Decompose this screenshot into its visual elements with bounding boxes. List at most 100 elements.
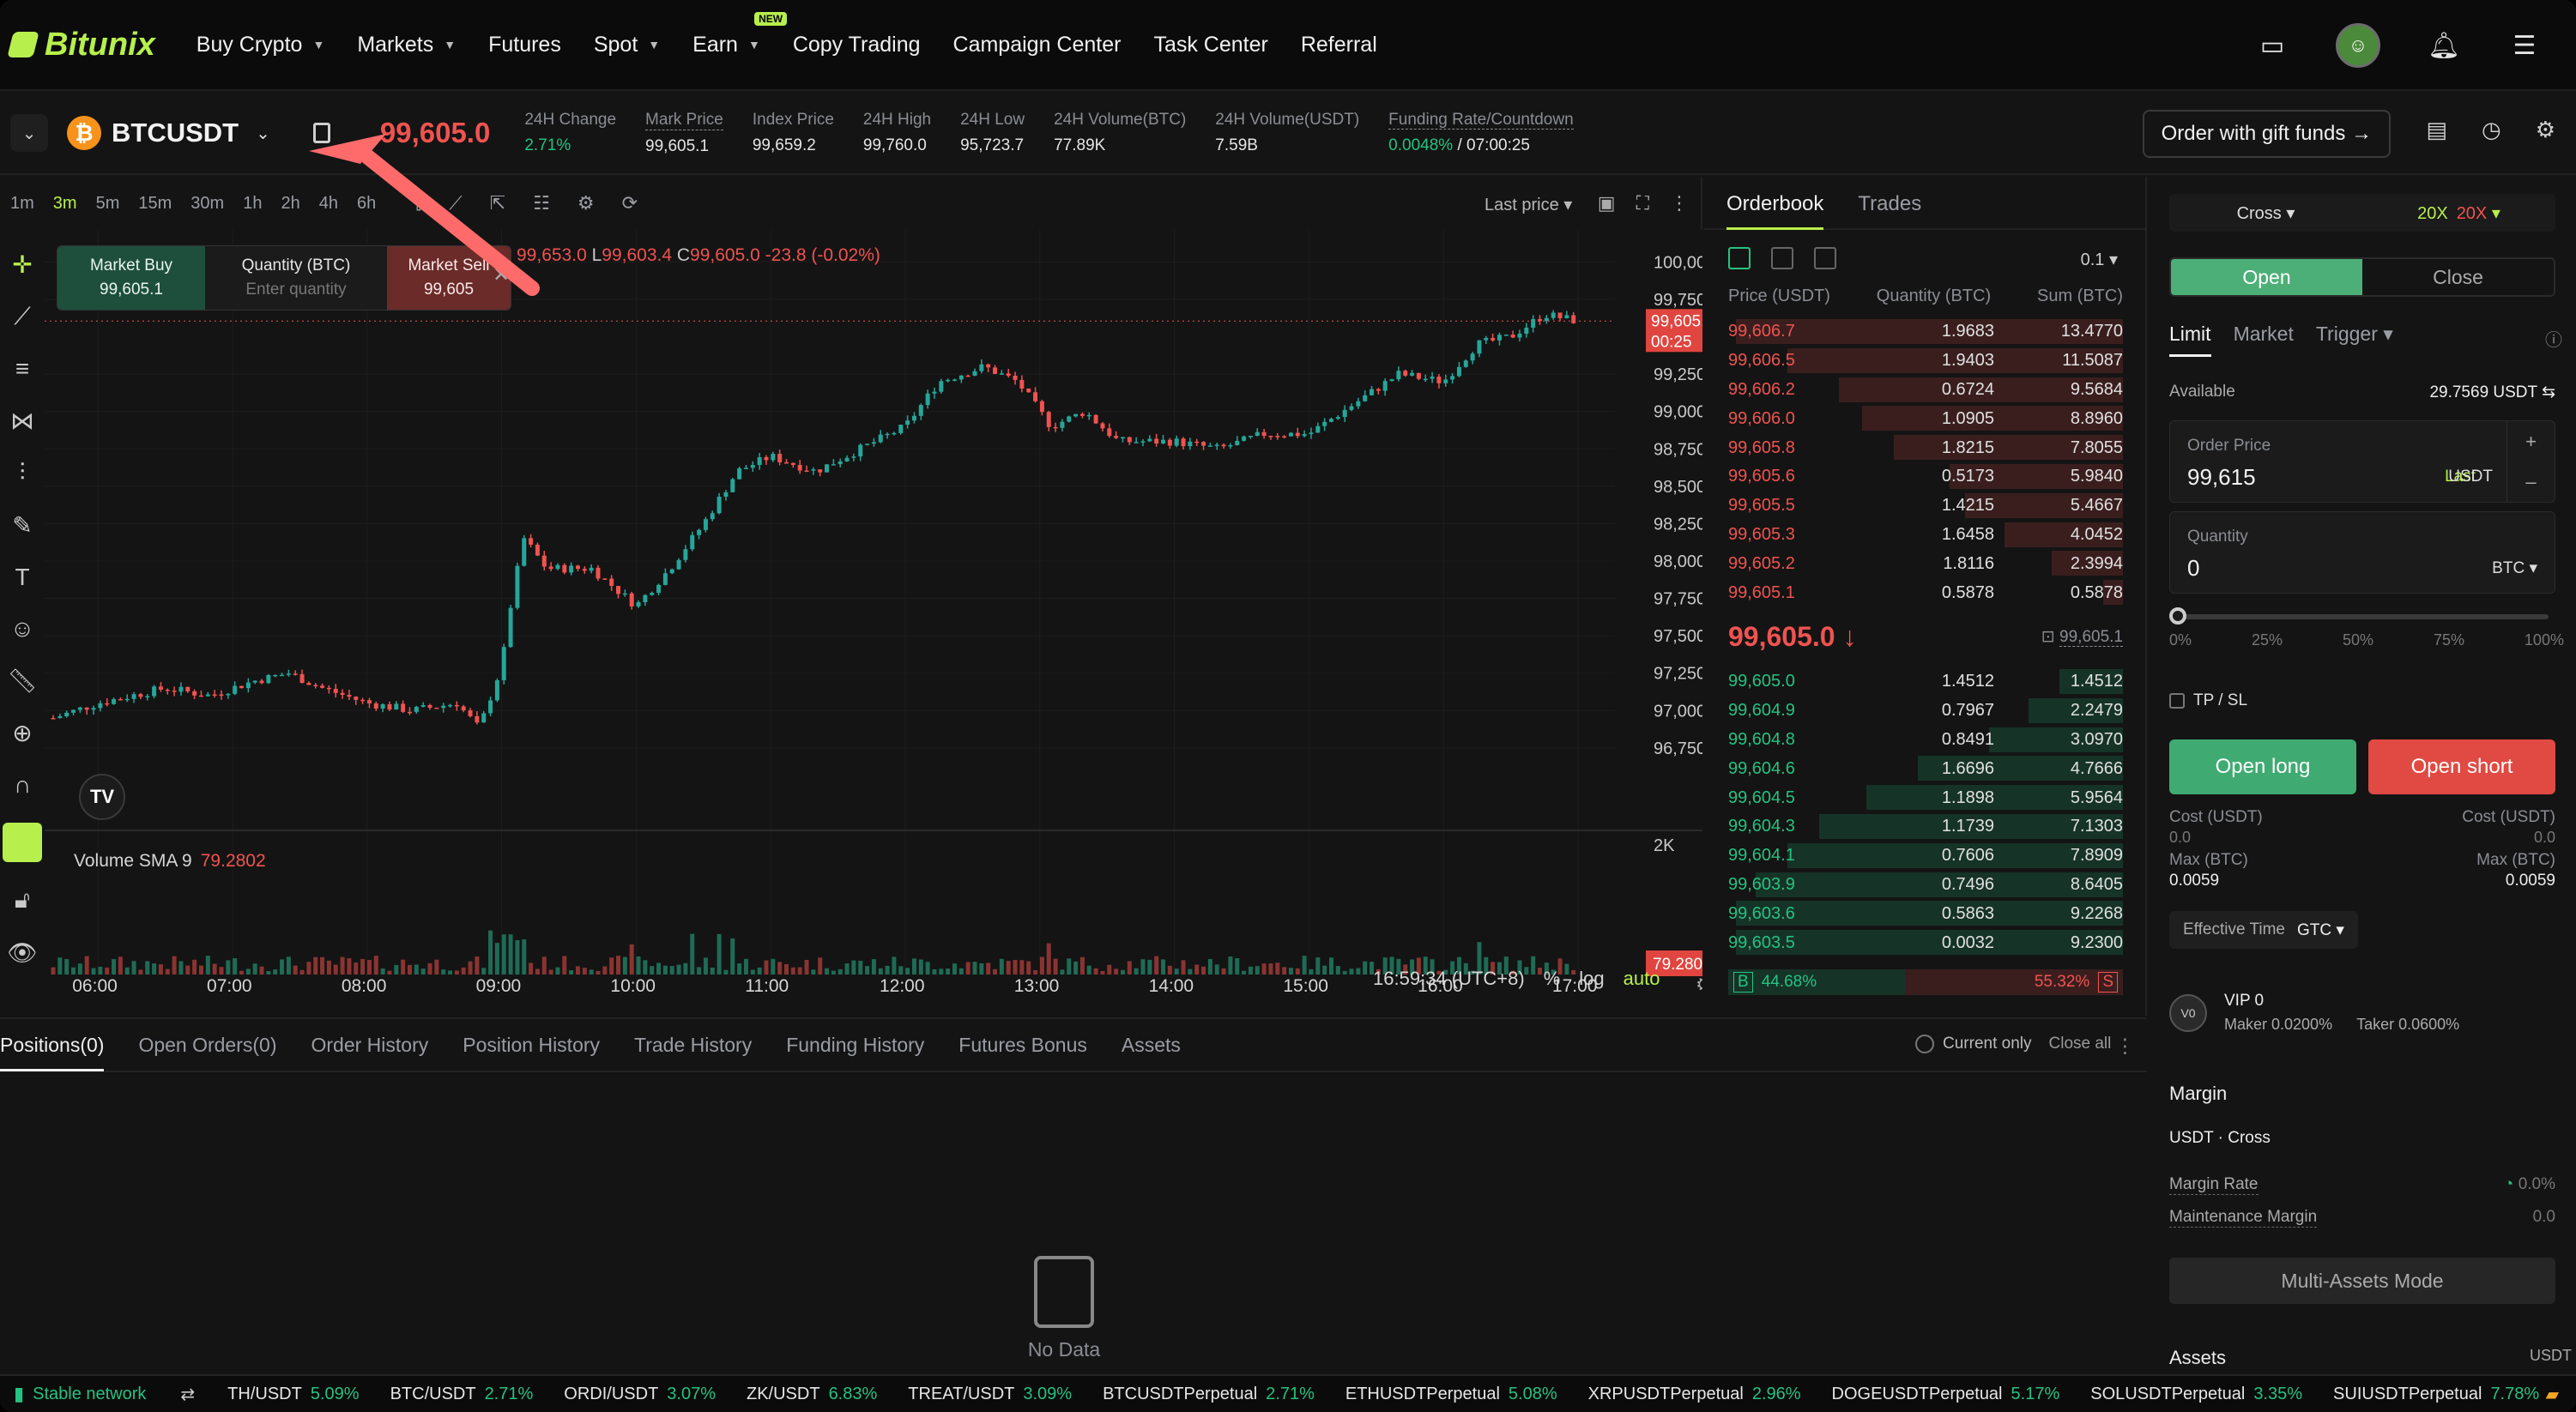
- slider-mark[interactable]: 75%: [2433, 631, 2464, 649]
- hlines-icon[interactable]: ≡: [15, 355, 30, 382]
- percent-scale-toggle[interactable]: %: [1543, 968, 1561, 989]
- price-source-select[interactable]: Last price ▾: [1485, 196, 1573, 214]
- open-tab[interactable]: Open: [2171, 259, 2362, 295]
- slider-mark[interactable]: 50%: [2342, 631, 2373, 649]
- draw-mode-icon[interactable]: [3, 823, 42, 862]
- price-step-select[interactable]: 0.1 ▾: [2080, 250, 2118, 269]
- tpsl-toggle[interactable]: TP / SL: [2169, 691, 2247, 710]
- ask-row[interactable]: 99,606.2 0.6724 9.5684: [1728, 376, 2123, 405]
- view-both-icon[interactable]: [1728, 247, 1751, 269]
- tab-assets[interactable]: Assets: [1121, 1033, 1181, 1056]
- tab-position-history[interactable]: Position History: [463, 1033, 601, 1056]
- quantity-field[interactable]: Quantity 0 BTC ▾: [2169, 511, 2555, 594]
- ask-row[interactable]: 99,605.2 1.8116 2.3994: [1728, 549, 2123, 578]
- close-all-button[interactable]: Close all: [2048, 1035, 2112, 1053]
- tab-trade-history[interactable]: Trade History: [634, 1033, 753, 1056]
- ticker-item[interactable]: ORDI/USDT 3.07%: [564, 1385, 716, 1404]
- timeframe-1m[interactable]: 1m: [10, 193, 34, 213]
- emoji-icon[interactable]: ☺: [9, 615, 35, 642]
- quick-quantity-input[interactable]: Quantity (BTC) Enter quantity: [205, 246, 387, 310]
- order-price-field[interactable]: Order Price 99,615 Last USDT + –: [2169, 420, 2555, 503]
- nav-item-copy-trading[interactable]: Copy Trading: [793, 33, 921, 57]
- effective-time-select[interactable]: Effective Time GTC ▾: [2169, 911, 2358, 949]
- timeframe-2h[interactable]: 2h: [281, 193, 300, 213]
- indicator-icon[interactable]: ⟋: [449, 192, 463, 214]
- tab-funding-history[interactable]: Funding History: [786, 1033, 925, 1056]
- timer-icon[interactable]: ◷: [2482, 117, 2501, 142]
- magnet-icon[interactable]: ∩: [13, 771, 32, 798]
- nav-item-campaign-center[interactable]: Campaign Center: [953, 33, 1122, 57]
- symbol-name[interactable]: BTCUSDT: [112, 118, 239, 148]
- nav-item-futures[interactable]: Futures: [488, 33, 561, 57]
- ask-row[interactable]: 99,606.0 1.0905 8.8960: [1728, 404, 2123, 433]
- brush-icon[interactable]: ✎: [12, 512, 33, 539]
- log-scale-toggle[interactable]: log: [1579, 968, 1605, 989]
- bid-row[interactable]: 99,604.5 1.1898 5.9564: [1728, 783, 2123, 812]
- text-tool-icon[interactable]: T: [15, 564, 30, 590]
- tab-trades[interactable]: Trades: [1858, 192, 1922, 215]
- bid-row[interactable]: 99,604.3 1.1739 7.1303: [1728, 812, 2123, 842]
- timeframe-1h[interactable]: 1h: [243, 193, 263, 213]
- order-type-market[interactable]: Market: [2233, 323, 2294, 345]
- wallet-icon[interactable]: ▭: [2259, 31, 2285, 60]
- share-icon[interactable]: ⇱: [489, 192, 506, 214]
- ticker-item[interactable]: SUIUSDTPerpetual 7.78%: [2333, 1385, 2539, 1404]
- pattern-icon[interactable]: ⋈: [10, 407, 34, 434]
- ticker-item[interactable]: TREAT/USDT 3.09%: [908, 1385, 1072, 1404]
- more-icon[interactable]: ⋮: [1670, 192, 1689, 214]
- timeframe-30m[interactable]: 30m: [190, 193, 225, 213]
- plus-icon[interactable]: +: [2525, 430, 2537, 452]
- bid-row[interactable]: 99,604.1 0.7606 7.8909: [1728, 842, 2123, 871]
- ticker-item[interactable]: BTC/USDT 2.71%: [390, 1385, 534, 1404]
- bid-row[interactable]: 99,603.6 0.5863 9.2268: [1728, 899, 2123, 928]
- single-chart-icon[interactable]: ▣: [1597, 192, 1616, 214]
- symbol-chevron-icon[interactable]: ⌄: [256, 124, 270, 143]
- tab-order-history[interactable]: Order History: [311, 1033, 429, 1056]
- ticker-item[interactable]: BTCUSDTPerpetual 2.71%: [1103, 1385, 1315, 1404]
- slider-handle[interactable]: [2169, 607, 2186, 625]
- trendline-icon[interactable]: ⟋: [14, 303, 31, 329]
- tradingview-logo[interactable]: TV: [79, 774, 125, 820]
- bid-row[interactable]: 99,604.9 0.7967 2.2479: [1728, 697, 2123, 726]
- timeframe-15m[interactable]: 15m: [138, 193, 172, 213]
- brand-logo[interactable]: Bitunix: [7, 19, 155, 70]
- multi-assets-button[interactable]: Multi-Assets Mode: [2169, 1258, 2555, 1304]
- bell-icon[interactable]: 🔔︎: [2427, 31, 2461, 60]
- view-asks-icon[interactable]: [1814, 247, 1836, 269]
- stat-label[interactable]: Mark Price: [645, 110, 723, 130]
- ask-row[interactable]: 99,605.3 1.6458 4.0452: [1728, 521, 2123, 550]
- order-type-trigger[interactable]: Trigger ▾: [2315, 323, 2393, 345]
- view-bids-icon[interactable]: [1771, 247, 1793, 269]
- ask-row[interactable]: 99,606.7 1.9683 13.4770: [1728, 317, 2123, 347]
- margin-mode-select[interactable]: Cross ▾: [2236, 203, 2295, 223]
- leverage-select[interactable]: 20X 20X ▾: [2417, 203, 2500, 223]
- crosshair-icon[interactable]: ✛: [12, 251, 33, 278]
- calculator-icon[interactable]: ▤: [2426, 117, 2447, 142]
- market-buy-button[interactable]: Market Buy 99,605.1: [57, 246, 205, 310]
- bid-row[interactable]: 99,604.8 0.8491 3.0970: [1728, 726, 2123, 755]
- current-only-toggle[interactable]: Current only: [1915, 1035, 2032, 1053]
- info-icon[interactable]: ⓘ: [2545, 331, 2562, 350]
- fib-icon[interactable]: ⫶: [19, 459, 26, 486]
- avatar[interactable]: ☺: [2336, 23, 2380, 68]
- nav-item-task-center[interactable]: Task Center: [1153, 33, 1267, 57]
- nav-item-earn[interactable]: Earn ▼ NEW: [692, 11, 788, 57]
- nav-item-buy-crypto[interactable]: Buy Crypto ▼: [197, 33, 325, 57]
- ticker-item[interactable]: XRPUSDTPerpetual 2.96%: [1588, 1385, 1801, 1404]
- timeframe-6h[interactable]: 6h: [356, 193, 377, 213]
- eye-icon[interactable]: 👁︎: [7, 939, 38, 966]
- ticker-item[interactable]: DOGEUSDTPerpetual 5.17%: [1832, 1385, 2060, 1404]
- ask-row[interactable]: 99,605.6 0.5173 5.9840: [1728, 462, 2123, 492]
- ask-row[interactable]: 99,605.5 1.4215 5.4667: [1728, 492, 2123, 521]
- settings-icon[interactable]: ⚙: [577, 192, 595, 214]
- slider-mark[interactable]: 0%: [2169, 631, 2192, 649]
- swap-icon[interactable]: ⇄: [180, 1385, 196, 1404]
- ticker-item[interactable]: ETHUSDTPerpetual 5.08%: [1345, 1385, 1557, 1404]
- tpsl-checkbox[interactable]: [2169, 693, 2185, 709]
- refresh-icon[interactable]: ⟳: [621, 192, 638, 214]
- timeframe-5m[interactable]: 5m: [95, 193, 120, 213]
- tab-futures-bonus[interactable]: Futures Bonus: [958, 1033, 1087, 1056]
- chevron-down-icon[interactable]: ⌄: [10, 114, 48, 152]
- bid-row[interactable]: 99,603.9 0.7496 8.6405: [1728, 871, 2123, 900]
- tab-orderbook[interactable]: Orderbook: [1726, 192, 1824, 230]
